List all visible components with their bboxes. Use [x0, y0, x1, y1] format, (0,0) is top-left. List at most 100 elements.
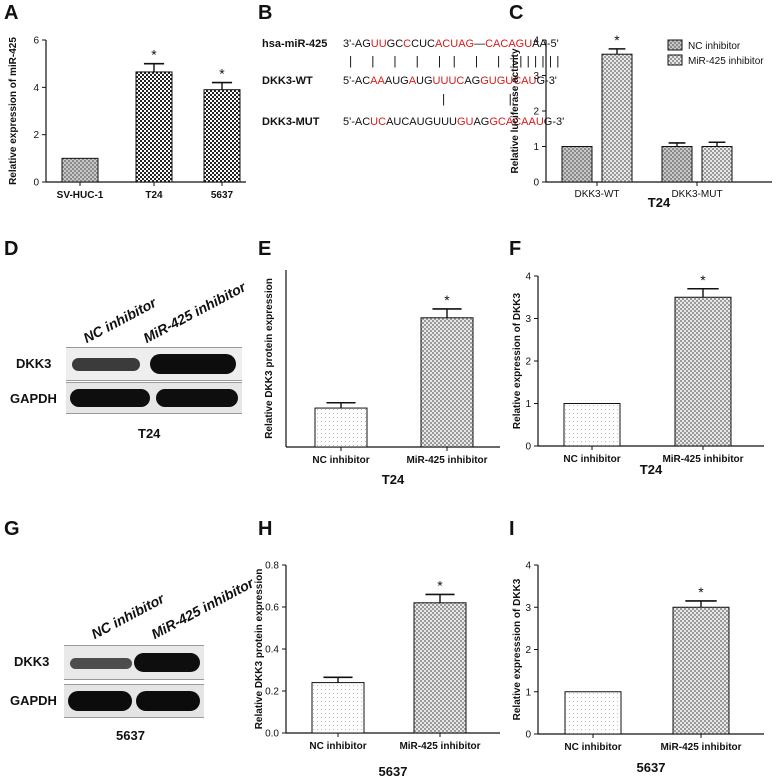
seq-segment: GUGUCAU: [480, 75, 537, 87]
panel-label-d: D: [4, 238, 19, 260]
y-tick-label: 0.2: [265, 687, 279, 698]
panel-label-h: H: [258, 518, 273, 540]
y-tick-label: 0.4: [265, 645, 279, 656]
y-tick-label: 6: [33, 36, 39, 47]
x-tick-label: SV-HUC-1: [57, 190, 104, 201]
x-tick-label: MiR-425 inhibitor: [662, 454, 743, 465]
panel-label-i: I: [509, 518, 515, 540]
significance-star: *: [444, 292, 450, 308]
y-tick-label: 0: [525, 730, 531, 741]
band-gapdh-nc: [70, 389, 150, 407]
y-tick-label: 2: [525, 357, 531, 368]
y-tick-label: 0.6: [265, 603, 279, 614]
x-axis-label: 5637: [637, 760, 666, 775]
bar-e: [314, 407, 368, 448]
y-tick-label: 1: [533, 142, 539, 153]
mir425-label: hsa-miR-425: [262, 38, 328, 50]
seq-segment: GCACAAU: [489, 116, 544, 128]
panel-label-a: A: [4, 2, 19, 24]
band-gapdh-mir425-g: [136, 691, 200, 711]
seq-segment: GC: [386, 38, 404, 50]
band-dkk3-nc-g: [70, 658, 132, 669]
row-label-dkk3: DKK3: [16, 356, 52, 371]
x-axis-label: T24: [640, 462, 663, 477]
blot-row-gapdh-g: [64, 684, 204, 718]
x-tick-label: 5637: [211, 190, 234, 201]
bar-i: [672, 606, 730, 735]
blot-caption-g: 5637: [116, 728, 145, 743]
bar-h: [413, 602, 467, 734]
x-tick-label: MiR-425 inhibitor: [406, 455, 487, 466]
y-tick-label: 0: [33, 178, 39, 189]
x-tick-label: NC inhibitor: [312, 455, 369, 466]
seq-segment: UU: [370, 38, 387, 50]
x-axis-label: 5637: [379, 764, 408, 779]
significance-star: *: [700, 272, 706, 288]
y-tick-label: 0.8: [265, 561, 279, 572]
y-tick-label: 0.0: [265, 729, 279, 740]
dkk3-wt-sequence: 5'-ACAAAUGAUGUUUCAGGUGUCAUG-3': [343, 75, 557, 87]
seq-segment: AA: [370, 75, 385, 87]
mir425-sequence: 3'-AGUUGCCCUCACUAG—CACAGUAA-5': [343, 38, 559, 50]
y-tick-label: 4: [525, 272, 531, 283]
y-tick-label: 0: [525, 442, 531, 453]
x-tick-label: MiR-425 inhibitor: [660, 742, 741, 753]
bar-f: [563, 403, 621, 447]
seq-segment: UC: [448, 75, 465, 87]
significance-star: *: [614, 32, 620, 48]
bar-a: [135, 71, 173, 183]
bar-a: [203, 89, 241, 183]
chart-e: Relative DKK3 protein expression T24 NC in…: [264, 270, 500, 487]
bar-i: [564, 691, 622, 735]
band-gapdh-nc-g: [68, 691, 132, 711]
x-axis-label: T24: [648, 195, 671, 210]
significance-star: *: [698, 584, 704, 600]
significance-star: *: [151, 47, 157, 63]
pairing-lines-mut: | |: [440, 93, 515, 107]
y-tick-label: 0: [533, 178, 539, 189]
seq-segment: UAG: [450, 38, 475, 50]
dkk3-mut-label: DKK3-MUT: [262, 116, 320, 128]
blot-row-gapdh: [66, 382, 242, 414]
significance-star: *: [219, 66, 225, 82]
seq-segment: AUCAUGUUU: [386, 116, 457, 128]
bar-c: [701, 146, 733, 183]
y-tick-label: 2: [533, 107, 539, 118]
y-axis-label: Relative DKK3 protein expression: [254, 569, 265, 730]
x-tick-label: DKK3-MUT: [671, 189, 722, 200]
seq-segment: C: [403, 38, 412, 50]
y-tick-label: 3: [525, 314, 531, 325]
seq-segment: UC: [370, 116, 387, 128]
seq-segment: G-3': [543, 116, 565, 128]
seq-segment: AC: [434, 38, 451, 50]
bar-c: [561, 146, 593, 183]
seq-segment: AG: [464, 75, 481, 87]
x-tick-label: NC inhibitor: [564, 742, 621, 753]
band-dkk3-nc: [72, 358, 140, 371]
seq-segment: AUG: [384, 75, 409, 87]
legend-label: MiR-425 inhibitor: [688, 56, 764, 67]
x-tick-label: T24: [145, 190, 163, 201]
band-dkk3-mir425-g: [134, 653, 200, 672]
row-label-gapdh-g: GAPDH: [10, 693, 57, 708]
y-axis-label: Relative DKK3 protein expression: [264, 278, 275, 439]
blot-row-dkk3: [66, 347, 242, 381]
panel-label-e: E: [258, 238, 272, 260]
seq-segment: 5'-AC: [343, 116, 371, 128]
y-axis-label: Relative expression of miR-425: [8, 37, 19, 185]
y-tick-label: 1: [525, 399, 531, 410]
seq-segment: GU: [456, 116, 474, 128]
x-tick-label: NC inhibitor: [309, 741, 366, 752]
y-tick-label: 3: [533, 71, 539, 82]
row-label-gapdh: GAPDH: [10, 391, 57, 406]
significance-star: *: [437, 577, 443, 593]
bar-c: [661, 146, 693, 183]
panel-label-c: C: [509, 2, 524, 24]
seq-segment: UG: [416, 75, 433, 87]
y-tick-label: 4: [33, 83, 39, 94]
x-axis-label: T24: [382, 472, 405, 487]
y-axis-label: Relative expression of DKK3: [512, 292, 523, 429]
